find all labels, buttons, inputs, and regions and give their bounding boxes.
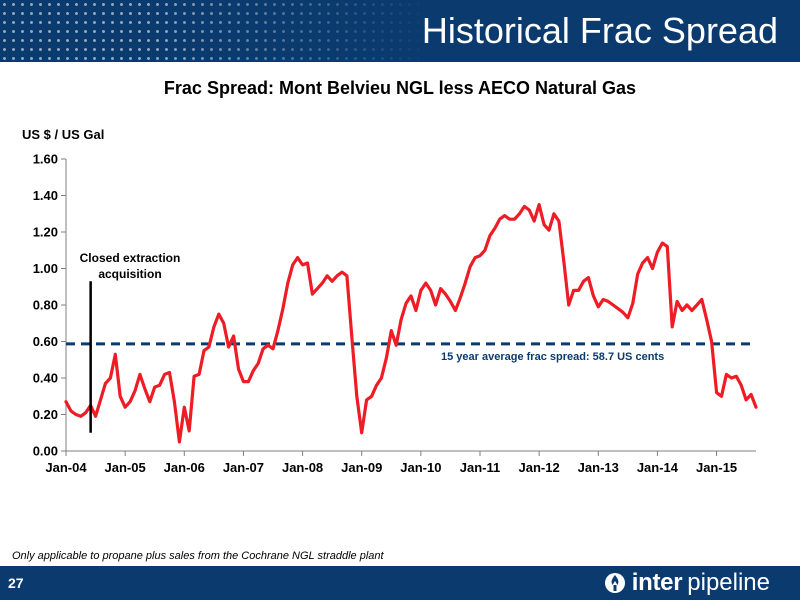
x-tick-label: Jan-09: [341, 460, 382, 475]
x-tick-label: Jan-15: [696, 460, 737, 475]
annotation-label-line-1: Closed extraction: [80, 251, 181, 265]
x-tick-label: Jan-14: [637, 460, 679, 475]
y-tick-label: 0.60: [33, 334, 58, 349]
y-tick-label: 0.20: [33, 407, 58, 422]
x-tick-label: Jan-11: [460, 460, 500, 475]
x-tick-label: Jan-06: [164, 460, 205, 475]
frac-spread-series-line: [64, 203, 758, 444]
footnote: Only applicable to propane plus sales fr…: [12, 550, 384, 562]
x-tick-label: Jan-12: [519, 460, 560, 475]
x-tick-label: Jan-05: [105, 460, 146, 475]
chart-title: Frac Spread: Mont Belvieu NGL less AECO …: [163, 78, 637, 98]
y-tick-label: 0.40: [33, 371, 58, 386]
frac-spread-chart: 0.00 0.20 0.40 0.60 0.80 1.00 1.20 1.40 1.60 Jan-…: [33, 152, 758, 475]
x-tick-label: Jan-08: [282, 460, 323, 475]
y-tick-label: 1.00: [33, 261, 58, 276]
slide-title: Historical Frac Spread: [421, 10, 778, 51]
average-line-label: 15 year average frac spread: 58.7 US cen…: [441, 351, 664, 363]
y-tick-label: 1.60: [33, 152, 58, 167]
x-tick-label: Jan-07: [223, 460, 264, 475]
x-tick-label: Jan-04: [45, 460, 87, 475]
brand-name-light: pipeline: [687, 569, 770, 596]
y-tick-label: 0.80: [33, 298, 58, 313]
annotation-label-line-2: acquisition: [98, 267, 161, 281]
y-axis-label: US $ / US Gal: [22, 127, 105, 142]
x-tick-label: Jan-10: [400, 460, 441, 475]
x-tick-label: Jan-13: [578, 460, 619, 475]
header-bar: Historical Frac Spread: [0, 0, 800, 62]
brand-name-bold: inter: [631, 569, 683, 596]
footer-bar: 27 inter pipeline: [0, 566, 800, 600]
page-number: 27: [8, 575, 24, 591]
y-tick-label: 0.00: [33, 444, 58, 459]
dot-pattern-fade: [150, 0, 430, 62]
y-tick-label: 1.20: [33, 225, 58, 240]
y-tick-label: 1.40: [33, 188, 58, 203]
inter-pipeline-logo: inter pipeline: [604, 569, 770, 597]
flame-drop-icon: [604, 573, 625, 593]
